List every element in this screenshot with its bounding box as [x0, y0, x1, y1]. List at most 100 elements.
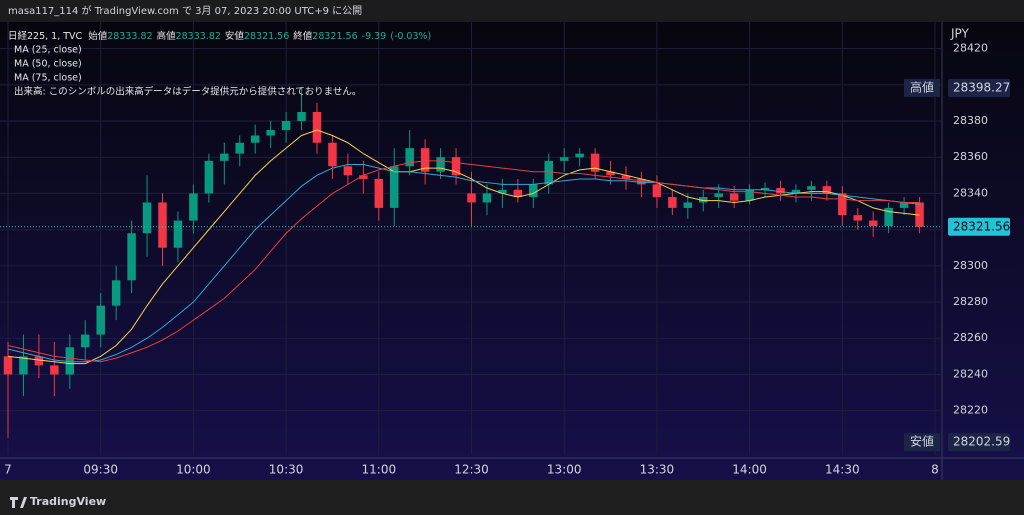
candle-body: [668, 197, 677, 208]
candle-body: [405, 148, 414, 167]
candle-body: [529, 184, 538, 198]
candle-body: [19, 356, 28, 375]
price-tag-box: [948, 433, 1010, 452]
candle-body: [127, 233, 136, 281]
chart-background: [0, 22, 1024, 480]
legend-entry: MA (25, close): [14, 45, 82, 56]
candle-body: [606, 171, 615, 176]
candle-body: [683, 202, 693, 208]
candle-body: [621, 175, 631, 179]
candle-body: [776, 187, 785, 194]
candle-body: [173, 220, 183, 248]
candle-body: [451, 157, 461, 176]
candle-body: [575, 153, 584, 158]
y-tick-label: 28300: [953, 259, 988, 272]
candle-body: [838, 193, 847, 216]
candle-body: [868, 220, 878, 227]
publish-note: masa117_114 が TradingView.com で 3月 07, 2…: [8, 4, 362, 17]
candle-body: [884, 207, 893, 227]
moving-average-line: [7, 163, 920, 363]
candle-body: [235, 142, 244, 154]
candle-body: [250, 135, 260, 143]
candle-body: [807, 186, 816, 190]
last-price-label: 28321.56: [953, 219, 1010, 233]
price-tag-label: 安値: [910, 434, 934, 449]
y-tick-label: 28260: [953, 331, 988, 344]
plot-layer: 2822028240282602828028300283202834028360…: [0, 22, 1010, 477]
x-tick-label: 13:00: [547, 463, 582, 477]
candle-body: [328, 142, 337, 167]
candle-body: [822, 186, 832, 194]
candle-body: [81, 334, 90, 348]
candle-body: [853, 215, 862, 221]
candle-body: [374, 178, 384, 208]
x-tick-label: 10:30: [269, 463, 304, 477]
last-price-box: [948, 217, 1010, 236]
price-tag-value: 28202.59: [953, 435, 1010, 449]
candle-body: [915, 202, 924, 227]
candle-body: [50, 365, 59, 375]
y-tick-label: 28220: [953, 404, 988, 417]
footer-bar: [0, 480, 1024, 515]
y-tick-label: 28280: [953, 295, 988, 308]
candle-body: [281, 121, 291, 131]
candle-body: [652, 184, 662, 198]
candle-body: [513, 189, 523, 198]
volume-note: 出来高: このシンボルの出来高データはデータ提供元から提供されておりません。: [14, 86, 361, 98]
price-tag-label-box: [904, 78, 940, 97]
legend-entry: MA (75, close): [14, 73, 82, 84]
candle-body: [637, 178, 646, 185]
quote-value: 28333.82: [107, 31, 152, 42]
candle-body: [436, 157, 445, 172]
candle-body: [3, 356, 13, 375]
candle-body: [420, 148, 430, 172]
y-tick-label: 28420: [953, 42, 988, 55]
candle-body: [111, 280, 121, 306]
quote-label: 終値: [293, 30, 313, 42]
logo-text: TradingView: [30, 495, 106, 508]
y-tick-label: 28340: [953, 186, 988, 199]
logo: TradingView: [10, 495, 106, 508]
price-tag-box: [948, 78, 1010, 97]
x-tick-label: 09:30: [83, 463, 118, 477]
quote-label: 始値: [88, 30, 108, 42]
candle-body: [714, 193, 723, 198]
candle-body: [498, 189, 507, 194]
candle-body: [189, 193, 198, 221]
candle-body: [343, 166, 353, 176]
candle-body: [899, 202, 909, 208]
x-tick-label: 14:30: [825, 463, 860, 477]
candle-body: [65, 347, 75, 375]
y-tick-label: 28240: [953, 367, 988, 380]
candle-body: [266, 130, 275, 136]
price-tag-value: 28398.27: [953, 80, 1010, 94]
candle-body: [158, 202, 167, 248]
price-tag-label: 高値: [910, 79, 934, 94]
candle-body: [559, 157, 569, 161]
candle-body: [729, 193, 739, 201]
quote-label: 高値: [157, 30, 177, 42]
plot-area: [0, 22, 942, 455]
candle-body: [312, 111, 322, 143]
candle-body: [590, 153, 600, 172]
quote-value: 28333.82: [176, 31, 221, 42]
candle-body: [34, 356, 44, 366]
x-tick-label: 12:30: [454, 463, 489, 477]
quote-change: -9.39: [362, 31, 387, 42]
candle-body: [760, 187, 770, 190]
quote-line: 日経225, 1, TVC 始値28333.82 高値28333.82 安値28321…: [8, 30, 431, 42]
top-bar: [0, 0, 1024, 22]
logo-icon: [10, 497, 27, 508]
x-tick-label: 13:30: [640, 463, 675, 477]
candle-body: [467, 193, 476, 203]
x-tick-label: 8: [931, 463, 939, 477]
x-tick-label: 7: [4, 463, 12, 477]
candle-body: [791, 189, 801, 194]
x-tick-label: 11:00: [362, 463, 397, 477]
price-tag-label-box: [904, 433, 940, 452]
candle-body: [220, 153, 229, 161]
candle-body: [390, 166, 399, 208]
candle-body: [204, 160, 214, 194]
